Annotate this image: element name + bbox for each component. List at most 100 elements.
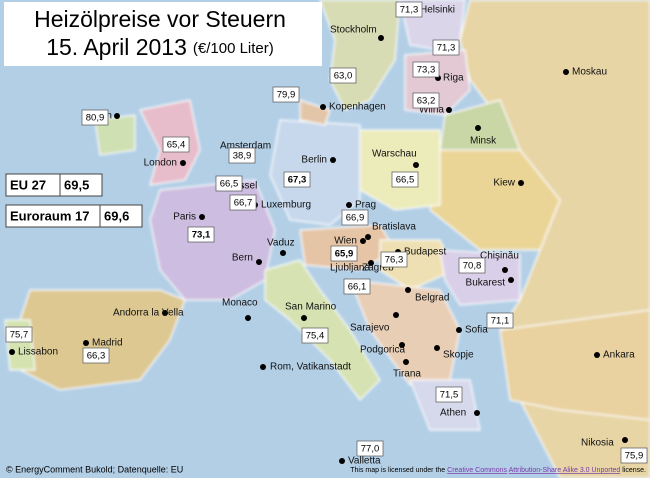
city-dot [368,260,374,266]
city-label: Kiew [493,178,515,189]
price-value: 66,7 [234,198,253,209]
price-box [187,226,215,243]
price-value: 70,8 [463,261,482,272]
summary-label: Euroraum 17 [10,208,89,223]
city-label: Tirana [393,369,421,380]
city-label: Zagreb [362,263,394,274]
summary-value-box [99,204,143,228]
city-dot [360,238,366,244]
city-label: Budapest [404,247,446,258]
city-dot [378,35,384,41]
city-dot [434,345,440,351]
price-value: 75,4 [306,331,325,342]
price-value: 77,0 [361,444,380,455]
city-label: Andorra la Vella [113,308,184,319]
city-dot [9,349,15,355]
city-dot [330,157,336,163]
city-label: Berlin [301,155,327,166]
city-dot [339,458,345,464]
price-box [432,39,460,56]
city-label: Lissabon [18,347,58,358]
price-value: 63,2 [417,96,436,107]
city-dot [256,259,262,265]
price-value: 73,3 [417,65,436,76]
price-value: 75,7 [10,330,29,341]
price-box [82,347,110,364]
city-dot [301,315,307,321]
city-label: Moskau [572,67,607,78]
title-unit: (€/100 Liter) [193,40,274,57]
city-label: Ankara [603,350,635,361]
city-label: London [144,158,177,169]
city-dot [502,267,508,273]
price-value: 65,4 [167,140,186,151]
city-label: Vaduz [267,238,295,249]
price-value: 80,9 [86,113,105,124]
price-box [228,147,256,164]
price-box [272,86,300,103]
city-dot [622,437,628,443]
price-box [620,447,648,464]
license: This map is licensed under the Creative … [350,467,646,474]
title-date: 15. April 2013 [46,34,187,60]
price-value: 67,3 [288,175,307,186]
city-label: Belgrad [415,293,449,304]
price-box [380,251,408,268]
price-value: 66,1 [348,282,367,293]
title-line2: 15. April 2013 (€/100 Liter) [46,34,274,60]
city-label: Podgorica [360,345,405,356]
license-link[interactable]: Creative Commons [447,467,507,474]
price-box [343,278,371,295]
city-label: Chişinău [480,251,519,262]
turkey [499,309,650,421]
price-box [412,92,440,109]
price-box [283,171,311,188]
summary-value: 69,5 [64,177,89,192]
price-box [162,136,190,153]
license-text: This map is licensed under the [350,467,445,474]
city-label: Sofia [465,325,488,336]
price-box [412,61,440,78]
city-label: Sarajevo [350,323,390,334]
city-dot [320,104,326,110]
price-box [329,67,357,84]
city-dot [114,113,120,119]
summary-value: 69,6 [104,208,129,223]
city-dot [475,125,481,131]
city-dot [365,234,371,240]
city-dot [180,160,186,166]
city-label: Warschau [372,149,417,160]
city-label: Bern [232,253,253,264]
ukraine [429,149,561,251]
city-label: Riga [443,73,464,84]
city-label: Paris [173,212,196,223]
price-value: 66,5 [396,175,415,186]
price-value: 71,3 [437,43,456,54]
price-box [341,209,369,226]
city-label: Valletta [348,456,381,467]
source: © EnergyComment Bukold; Datenquelle: EU [6,464,183,474]
city-label: Bukarest [466,278,506,289]
city-dot [199,214,205,220]
price-box [356,440,384,457]
city-label: Helsinki [420,5,455,16]
license-text: license. [622,467,646,474]
city-dot [405,287,411,293]
price-value: 65,9 [335,249,354,260]
city-label: Minsk [470,136,497,147]
price-value: 79,9 [277,90,296,101]
city-label: Bratislava [372,222,416,233]
city-dot [594,352,600,358]
price-box [395,1,423,18]
price-box [301,327,329,344]
city-dot [393,312,399,318]
city-dot [399,342,405,348]
city-label: Nikosia [581,438,614,449]
price-box [81,109,109,126]
city-dot [518,180,524,186]
summary-value-box [59,173,103,197]
price-value: 73,1 [192,230,211,241]
license-link[interactable]: Attribution-Share Alike 3.0 Unported [509,467,621,474]
greece [409,379,481,431]
